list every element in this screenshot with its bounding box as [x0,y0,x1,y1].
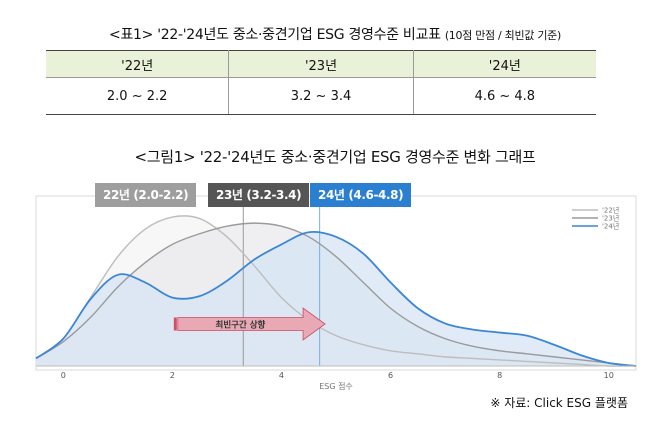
x-tick-label: 10 [604,371,614,380]
x-axis-label: ESG 점수 [319,381,353,391]
source-note: ※ 자료: Click ESG 플랫폼 [490,396,628,410]
trend-arrow-tail [173,317,177,331]
comparison-table: '22년 '23년 '24년 2.0 ~ 2.2 3.2 ~ 3.4 4.6 ~… [46,50,596,115]
series-line-y23 [35,222,637,367]
cell-2023: 3.2 ~ 3.4 [228,77,414,115]
table-header-row: '22년 '23년 '24년 [46,50,596,78]
table-row: 2.0 ~ 2.2 3.2 ~ 3.4 4.6 ~ 4.8 [46,77,596,115]
table-caption-note: (10점 만점 / 최빈값 기준) [444,29,561,42]
cell-2022: 2.0 ~ 2.2 [46,77,230,115]
table-caption: <표1> '22-'24년도 중소·중견기업 ESG 경영수준 비교표 (10점… [0,24,670,44]
legend-label-y23: '23년 [602,214,619,223]
header-2024: '24년 [412,50,596,78]
x-tick-label: 2 [170,371,175,380]
header-2023: '23년 [228,50,414,78]
badge-2022: 22년 (2.0-2.2) [95,183,197,207]
table-caption-title: <표1> '22-'24년도 중소·중견기업 ESG 경영수준 비교표 [109,27,441,43]
arrow-label: 최빈구간 상향 [216,320,266,331]
cell-2024: 4.6 ~ 4.8 [412,77,596,115]
legend-label-y22: '22년 [602,206,619,215]
graph-caption: <그림1> '22-'24년도 중소·중견기업 ESG 경영수준 변화 그래프 [134,148,536,166]
x-tick-label: 8 [497,371,502,380]
x-tick-label: 6 [388,371,393,380]
x-tick-label: 4 [279,371,284,380]
badge-2024: 24년 (4.6-4.8) [310,183,412,207]
badge-2023: 23년 (3.2-3.4) [208,183,310,207]
series-line-y24 [35,231,637,367]
x-tick-label: 0 [61,371,66,380]
area-fill-y24 [36,231,636,366]
header-2022: '22년 [46,50,230,78]
trend-arrow [177,307,326,341]
legend-label-y24: '24년 [602,222,619,231]
series-line-y22 [35,215,637,367]
esg-distribution-chart: 0 2 4 6 8 10 ESG 점수 최빈구간 상향 '22년'23년'24년 [35,195,637,391]
chart-container: 0 2 4 6 8 10 ESG 점수 최빈구간 상향 '22년 '23년 '24년 [0,176,670,391]
